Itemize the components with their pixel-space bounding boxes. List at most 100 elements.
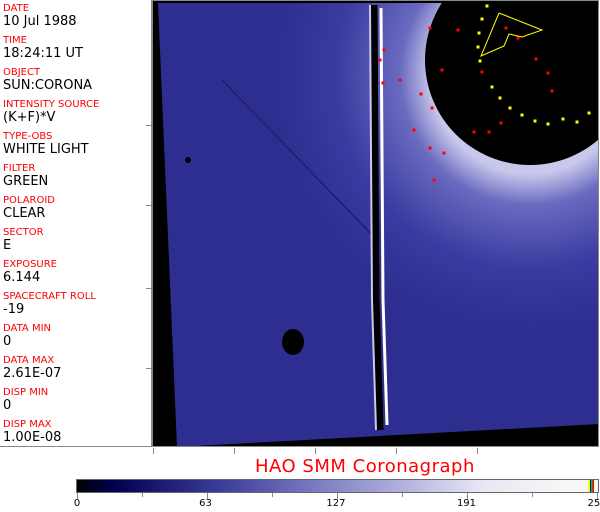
field-object: OBJECT SUN:CORONA [3, 67, 92, 93]
field-sector: SECTOR E [3, 227, 44, 253]
overlay-point [546, 122, 550, 126]
field-type-obs: TYPE-OBS WHITE LIGHT [3, 131, 89, 157]
overlay-point [382, 48, 386, 52]
overlay-point [533, 119, 537, 123]
field-label: DATA MAX [3, 355, 55, 366]
colorbar-tick [207, 493, 208, 499]
field-value: (K+F)*V [3, 110, 56, 125]
field-label: OBJECT [3, 67, 41, 78]
colorbar-tick [402, 493, 403, 497]
overlay-point [398, 78, 402, 82]
field-spacecraft-roll: SPACECRAFT ROLL -19 [3, 291, 96, 317]
overlay-point [378, 58, 382, 62]
instrument-title: HAO SMM Coronagraph [255, 456, 475, 477]
field-value: CLEAR [3, 206, 46, 221]
field-value: 0 [3, 398, 12, 413]
overlay-point [476, 45, 480, 49]
field-label: SECTOR [3, 227, 44, 238]
overlay-point [487, 130, 491, 134]
axis-tick [146, 205, 152, 206]
image-frame [152, 0, 599, 447]
overlay-point [546, 71, 550, 75]
overlay-point [485, 4, 489, 8]
overlay-point [428, 146, 432, 150]
pylon-highlight [379, 7, 389, 426]
heliographic-overlay [378, 4, 591, 182]
field-value: 10 Jul 1988 [3, 14, 77, 29]
field-value: GREEN [3, 174, 49, 189]
overlay-point [508, 106, 512, 110]
overlay-point [456, 28, 460, 32]
field-value: 18:24:11 UT [3, 46, 83, 61]
field-value: 0 [3, 334, 12, 349]
field-disp-max: DISP MAX 1.00E-08 [3, 419, 61, 445]
colorbar-label: 63 [199, 498, 212, 509]
overlay-point [504, 26, 508, 30]
overlay-point [381, 81, 385, 85]
overlay-point [442, 151, 446, 155]
field-polaroid: POLAROID CLEAR [3, 195, 55, 221]
field-label: FILTER [3, 163, 36, 174]
header-info-panel: DATE 10 Jul 1988 TIME 18:24:11 UT OBJECT SUN:… [0, 0, 152, 447]
field-data-max: DATA MAX 2.61E-07 [3, 355, 61, 381]
axis-tick [146, 288, 152, 289]
polar-outline [480, 12, 544, 57]
field-value: WHITE LIGHT [3, 142, 89, 157]
field-label: TYPE-OBS [3, 131, 53, 142]
overlay-point [499, 121, 503, 125]
overlay-point [587, 111, 591, 115]
field-filter: FILTER GREEN [3, 163, 48, 189]
colorbar-tick [337, 493, 338, 499]
colorbar-label: 127 [326, 498, 346, 509]
field-intensity-source: INTENSITY SOURCE (K+F)*V [3, 99, 99, 125]
overlay-point [480, 70, 484, 74]
colorbar-label: 255 [587, 498, 600, 509]
field-value: 6.144 [3, 270, 41, 285]
overlay-point [520, 113, 524, 117]
overlay-point [478, 59, 482, 63]
colorbar-tick [597, 493, 598, 499]
colorbar-label: 0 [73, 498, 81, 509]
colorbar-tick [142, 493, 143, 497]
axis-tick [153, 448, 154, 454]
colorbar-label: 191 [456, 498, 477, 509]
axis-tick [477, 448, 478, 454]
field-label: DISP MIN [3, 387, 49, 398]
field-label: DATA MIN [3, 323, 51, 334]
colorbar-tick [467, 493, 468, 499]
overlay-point [498, 96, 502, 100]
overlay-point [575, 120, 579, 124]
field-label: DATE [3, 3, 30, 14]
field-label: SPACECRAFT ROLL [3, 291, 96, 302]
axis-tick [234, 448, 235, 454]
field-label: POLAROID [3, 195, 56, 206]
axis-tick [146, 125, 152, 126]
streak [221, 79, 378, 241]
axis-tick [315, 448, 316, 454]
overlay-point [412, 128, 416, 132]
overlay-point [477, 31, 481, 35]
pylon-edge [369, 4, 377, 431]
field-data-min: DATA MIN 0 [3, 323, 51, 349]
overlay-point [516, 36, 520, 40]
coronagraph-image [152, 0, 599, 447]
overlay-point [561, 117, 565, 121]
overlay-point [480, 17, 484, 21]
field-date: DATE 10 Jul 1988 [3, 3, 77, 29]
color-bar [76, 479, 599, 493]
field-value: -19 [3, 302, 25, 317]
axis-tick [396, 448, 397, 454]
overlay-point [490, 85, 494, 89]
field-label: EXPOSURE [3, 259, 58, 270]
dust-spot [185, 157, 191, 163]
field-value: SUN:CORONA [3, 78, 93, 93]
field-label: INTENSITY SOURCE [3, 99, 100, 110]
overlay-point [430, 106, 434, 110]
overlay-point [419, 92, 423, 96]
field-time: TIME 18:24:11 UT [3, 35, 83, 61]
field-value: 2.61E-07 [3, 366, 62, 381]
overlay-point [432, 178, 436, 182]
field-exposure: EXPOSURE 6.144 [3, 259, 57, 285]
field-label: TIME [3, 35, 28, 46]
overlay-color-swatches [588, 480, 594, 492]
